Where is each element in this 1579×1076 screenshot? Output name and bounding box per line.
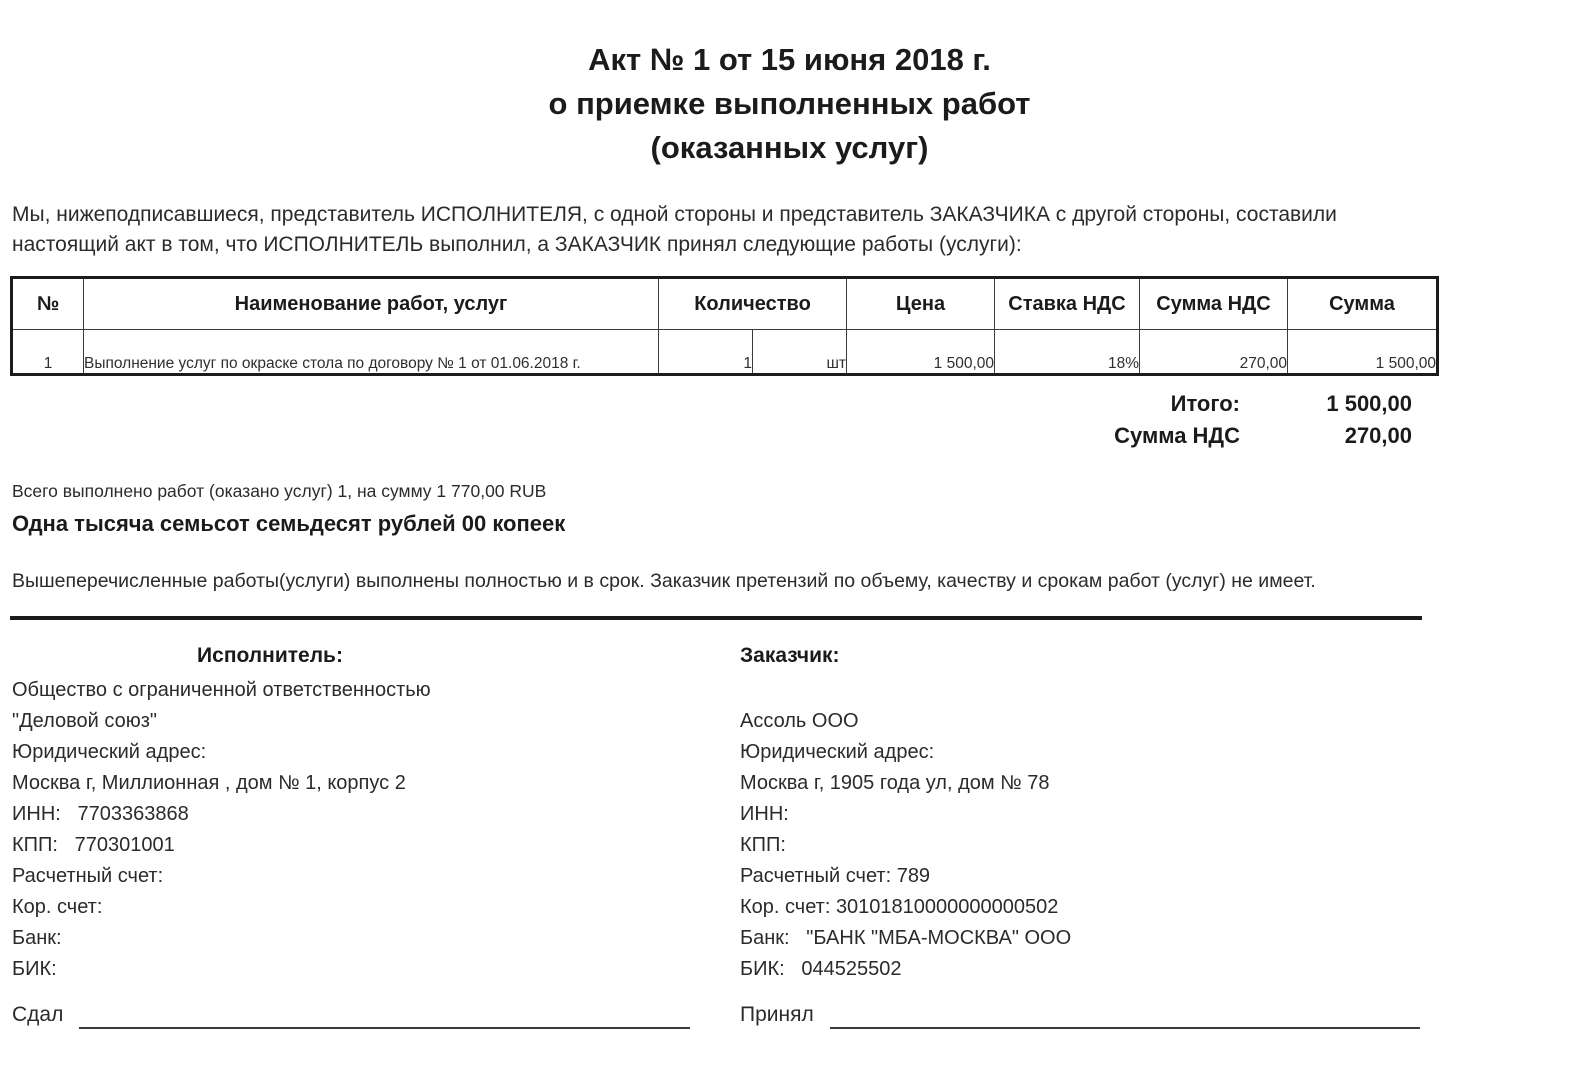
signature-accepted-rule[interactable] <box>829 1007 1420 1029</box>
totals-row-total: Итого: 1 500,00 <box>10 388 1412 420</box>
section-divider <box>10 616 1422 620</box>
customer-bik: БИК: 044525502 <box>740 958 902 980</box>
summary-block: Всего выполнено работ (оказано услуг) 1,… <box>12 478 1567 540</box>
performer-bik: БИК: <box>12 958 57 980</box>
parties-block: Исполнитель: Общество с ограниченной отв… <box>12 640 1424 985</box>
page-title-line-2: о приемке выполненных работ <box>548 86 1031 121</box>
performer-legal-address-label: Юридический адрес: <box>12 741 207 763</box>
performer-inn: ИНН: 7703363868 <box>12 803 189 825</box>
performer-line-1: Общество с ограниченной ответственностью <box>12 679 431 701</box>
document-title-block: Акт № 1 от 15 июня 2018 г. о приемке вып… <box>0 0 1579 170</box>
column-header-vat-sum: Сумма НДС <box>1139 277 1288 330</box>
party-performer-heading: Исполнитель: <box>197 644 343 667</box>
intro-paragraph: Мы, нижеподписавшиеся, представитель ИСП… <box>12 200 1567 260</box>
totals-label-total: Итого: <box>1170 391 1240 416</box>
page-title-line-3: (оказанных услуг) <box>650 130 929 165</box>
signature-handed-over: Сдал <box>12 1003 718 1029</box>
performer-kpp: КПП: 770301001 <box>12 834 175 856</box>
table-header-row: № Наименование работ, услуг Количество Ц… <box>11 277 1438 330</box>
totals-value-vat: 270,00 <box>1344 423 1412 448</box>
customer-legal-address-label: Юридический адрес: <box>740 741 935 763</box>
signatures-block: Сдал Принял <box>12 1003 1424 1029</box>
performer-correspondent-account: Кор. счет: <box>12 896 103 918</box>
column-header-price: Цена <box>846 277 995 330</box>
cell-vat-rate: 18% <box>994 329 1140 375</box>
customer-correspondent-account: Кор. счет: 30101810000000000502 <box>740 896 1059 918</box>
items-table: № Наименование работ, услуг Количество Ц… <box>10 276 1439 376</box>
signature-handed-over-rule[interactable] <box>79 1007 690 1029</box>
signature-accepted-label: Принял <box>740 1003 814 1026</box>
totals-block: Итого: 1 500,00 Сумма НДС 270,00 <box>0 388 1412 452</box>
totals-value-total: 1 500,00 <box>1326 391 1412 416</box>
performer-bank: Банк: <box>12 927 62 949</box>
cell-vat-sum: 270,00 <box>1139 329 1288 375</box>
table-row: 1 Выполнение услуг по окраске стола по д… <box>11 329 1438 375</box>
signature-handed-over-label: Сдал <box>12 1003 64 1026</box>
customer-name: Ассоль ООО <box>740 710 859 732</box>
performer-settlement-account: Расчетный счет: <box>12 865 164 887</box>
intro-line-1: Мы, нижеподписавшиеся, представитель ИСП… <box>12 203 1337 226</box>
party-customer-heading: Заказчик: <box>740 644 840 667</box>
amount-in-words: Одна тысяча семьсот семьдесят рублей 00 … <box>12 511 566 536</box>
column-header-name: Наименование работ, услуг <box>83 277 659 330</box>
cell-num: 1 <box>11 329 84 375</box>
cell-price: 1 500,00 <box>846 329 995 375</box>
customer-legal-address: Москва г, 1905 года ул, дом № 78 <box>740 772 1050 794</box>
performer-legal-address: Москва г, Миллионная , дом № 1, корпус 2 <box>12 772 406 794</box>
customer-bank: Банк: "БАНК "МБА-МОСКВА" ООО <box>740 927 1072 949</box>
performer-line-2: "Деловой союз" <box>12 710 157 732</box>
totals-label-vat: Сумма НДС <box>1114 423 1240 448</box>
customer-heading-spacer <box>740 675 1424 706</box>
page-title-line-1: Акт № 1 от 15 июня 2018 г. <box>588 42 991 77</box>
column-header-vat-rate: Ставка НДС <box>994 277 1140 330</box>
cell-quantity: 1 <box>658 329 753 375</box>
works-total-text: Всего выполнено работ (оказано услуг) 1,… <box>12 481 547 501</box>
customer-settlement-account: Расчетный счет: 789 <box>740 865 931 887</box>
signature-accepted: Принял <box>718 1003 1424 1029</box>
customer-inn: ИНН: <box>740 803 789 825</box>
cell-unit: шт <box>752 329 847 375</box>
items-table-wrapper: № Наименование работ, услуг Количество Ц… <box>10 276 1439 376</box>
intro-line-2: настоящий акт в том, что ИСПОЛНИТЕЛЬ вып… <box>12 233 1022 256</box>
totals-row-vat: Сумма НДС 270,00 <box>10 420 1412 452</box>
claims-note: Вышеперечисленные работы(услуги) выполне… <box>12 570 1316 592</box>
cell-name: Выполнение услуг по окраске стола по дог… <box>83 329 659 375</box>
items-table-head: № Наименование работ, услуг Количество Ц… <box>11 277 1438 330</box>
column-header-sum: Сумма <box>1287 277 1438 330</box>
items-table-body: 1 Выполнение услуг по окраске стола по д… <box>11 329 1438 375</box>
column-header-num: № <box>11 277 84 330</box>
column-header-quantity: Количество <box>658 277 847 330</box>
party-performer: Исполнитель: Общество с ограниченной отв… <box>12 640 718 985</box>
cell-sum: 1 500,00 <box>1287 329 1438 375</box>
customer-kpp: КПП: <box>740 834 786 856</box>
party-customer: Заказчик: Ассоль ООО Юридический адрес: … <box>718 640 1424 985</box>
